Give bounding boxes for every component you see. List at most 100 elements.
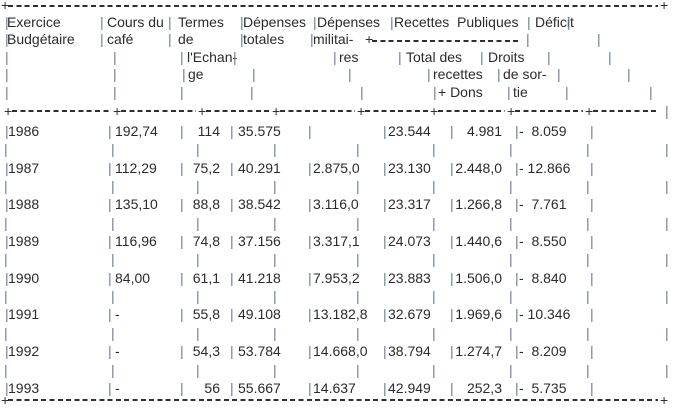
pipe-glyph: | [509, 141, 513, 157]
pipe-glyph: | [665, 325, 669, 341]
cell-value: 55,8 [192, 306, 220, 322]
header-fragment: totales [243, 31, 285, 47]
header-fragment: Recettes Publiques [394, 14, 519, 30]
pipe-glyph: | [5, 380, 9, 396]
pipe-glyph: | [4, 325, 8, 341]
cell-value: 61,1 [192, 270, 220, 286]
pipe-glyph: | [515, 160, 519, 176]
dashed-rule [372, 40, 519, 42]
pipe-glyph: | [665, 251, 669, 267]
cell-value: 1.969,6 [455, 306, 502, 322]
pipe-glyph: | [383, 380, 387, 396]
pipe-glyph: | [5, 160, 9, 176]
pipe-glyph: | [665, 141, 669, 157]
pipe-glyph: | [348, 66, 352, 82]
cell-value: 7.953,2 [313, 270, 360, 286]
dashed-rule [121, 110, 196, 112]
cell-value: 54,3 [192, 343, 220, 359]
pipe-glyph: | [180, 84, 184, 100]
cell-value: 114 [197, 123, 220, 139]
header-fragment: Termes [178, 14, 224, 30]
pipe-glyph: | [383, 233, 387, 249]
pipe-glyph: | [586, 141, 590, 157]
pipe-glyph: | [180, 49, 184, 65]
pipe-glyph: | [432, 362, 436, 378]
pipe-glyph: | [230, 270, 234, 286]
pipe-glyph: | [310, 31, 314, 47]
pipe-glyph: | [515, 196, 519, 212]
cell-value: 23.317 [388, 196, 431, 212]
pipe-glyph: | [108, 123, 112, 139]
pipe-glyph: | [547, 49, 551, 65]
pipe-glyph: | [383, 270, 387, 286]
pipe-glyph: | [182, 66, 186, 82]
pipe-glyph: | [313, 14, 317, 30]
pipe-glyph: | [196, 178, 200, 194]
pipe-glyph: | [450, 160, 454, 176]
pipe-glyph: | [515, 270, 519, 286]
cell-value: 1.506,0 [455, 270, 502, 286]
cell-value: 116,96 [115, 233, 157, 249]
pipe-glyph: | [168, 14, 172, 30]
dashed-rule [280, 110, 355, 112]
pipe-glyph: | [509, 288, 513, 304]
dashed-rule [438, 110, 505, 112]
pipe-glyph: | [383, 343, 387, 359]
plus-glyph: + [507, 103, 516, 119]
cell-value: - 7.761 [519, 196, 567, 212]
cell-value: 32.679 [388, 306, 431, 322]
pipe-glyph: | [515, 233, 519, 249]
cell-value: 23.883 [388, 270, 431, 286]
pipe-glyph: | [597, 31, 601, 47]
pipe-glyph: | [450, 123, 454, 139]
pipe-glyph: | [356, 141, 360, 157]
pipe-glyph: | [273, 325, 277, 341]
pipe-glyph: | [230, 196, 234, 212]
pipe-glyph: | [108, 380, 112, 396]
pipe-glyph: | [4, 251, 8, 267]
pipe-glyph: | [100, 14, 104, 30]
header-fragment: Déficit [535, 14, 574, 30]
pipe-glyph: | [398, 49, 402, 65]
pipe-glyph: | [356, 288, 360, 304]
header-fragment: Droits [488, 49, 525, 65]
pipe-glyph: | [356, 251, 360, 267]
pipe-glyph: | [432, 288, 436, 304]
pipe-glyph: | [567, 14, 571, 30]
pipe-glyph: | [432, 251, 436, 267]
cell-value: - 8.550 [519, 233, 567, 249]
pipe-glyph: | [230, 380, 234, 396]
cell-value: 38.794 [388, 343, 431, 359]
pipe-glyph: | [450, 343, 454, 359]
cell-value: 1.440,6 [455, 233, 502, 249]
cell-value: 1.274,7 [455, 343, 502, 359]
pipe-glyph: | [509, 325, 513, 341]
cell-value: - 10.346 [519, 306, 571, 322]
pipe-glyph: | [108, 270, 112, 286]
pipe-glyph: | [230, 123, 234, 139]
pipe-glyph: | [383, 160, 387, 176]
pipe-glyph: | [196, 288, 200, 304]
dashed-rule [8, 399, 658, 401]
plus-glyph: + [585, 103, 594, 119]
pipe-glyph: | [273, 288, 277, 304]
cell-value: 23.130 [388, 160, 431, 176]
pipe-glyph: | [308, 196, 312, 212]
pipe-glyph: | [5, 306, 9, 322]
pipe-glyph: | [507, 84, 511, 100]
pipe-glyph: | [333, 49, 337, 65]
pipe-glyph: | [356, 215, 360, 231]
cell-value: 75,2 [192, 160, 220, 176]
header-fragment: recettes [433, 66, 483, 82]
pipe-glyph: | [432, 141, 436, 157]
pipe-glyph: | [590, 196, 594, 212]
pipe-glyph: | [390, 14, 394, 30]
dashed-rule [365, 110, 428, 112]
cell-value: - [115, 306, 120, 322]
pipe-glyph: | [111, 215, 115, 231]
pipe-glyph: | [250, 84, 254, 100]
pipe-glyph: | [586, 251, 590, 267]
pipe-glyph: | [180, 306, 184, 322]
pipe-glyph: | [240, 14, 244, 30]
cell-value: 4.981 [466, 123, 502, 139]
